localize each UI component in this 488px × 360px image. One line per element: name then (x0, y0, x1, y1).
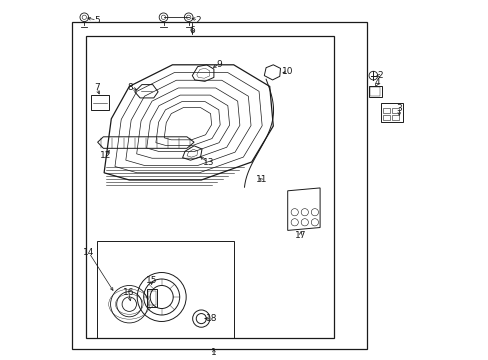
Text: 6: 6 (189, 26, 195, 35)
Bar (369, 87, 380, 96)
Text: 3: 3 (396, 104, 401, 112)
Bar (383, 108, 389, 113)
Text: 1: 1 (211, 348, 216, 357)
Bar (86, 36, 334, 338)
Bar (146, 289, 157, 307)
Text: 9: 9 (216, 60, 222, 69)
Text: 13: 13 (203, 158, 214, 167)
Text: 15: 15 (145, 276, 157, 285)
Bar (368, 86, 381, 97)
Bar (148, 291, 156, 305)
Bar (381, 103, 402, 122)
Text: 11: 11 (256, 175, 267, 184)
Text: 8: 8 (127, 83, 133, 92)
Bar (383, 115, 389, 120)
Text: 18: 18 (205, 314, 217, 323)
Bar (91, 95, 108, 110)
Text: 10: 10 (282, 68, 293, 77)
Text: 2: 2 (195, 15, 201, 24)
Bar (392, 115, 398, 120)
Text: 4: 4 (373, 78, 379, 87)
Text: 7: 7 (94, 83, 100, 92)
Text: 2: 2 (377, 71, 383, 80)
Bar (97, 241, 233, 338)
Text: 12: 12 (100, 151, 111, 160)
Text: 17: 17 (294, 231, 305, 240)
Bar (392, 108, 398, 113)
Text: 5: 5 (94, 15, 100, 24)
Bar (72, 22, 366, 349)
Text: 16: 16 (122, 288, 134, 297)
Text: 14: 14 (83, 248, 95, 257)
